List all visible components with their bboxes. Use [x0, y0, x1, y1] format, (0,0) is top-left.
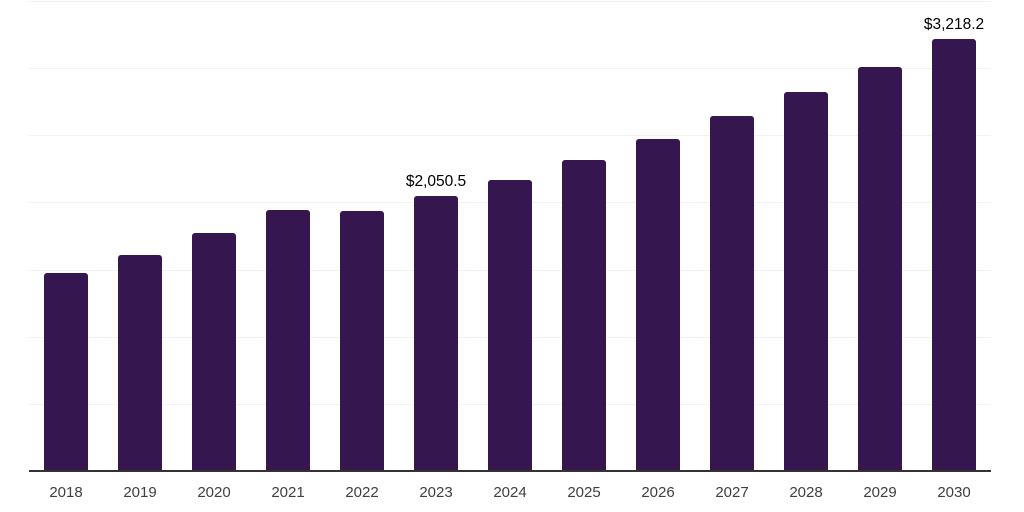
x-tick-2022: 2022: [345, 484, 379, 501]
bar-2025[interactable]: [562, 159, 606, 470]
bar-2029[interactable]: [858, 67, 902, 470]
x-tick-2025: 2025: [567, 484, 601, 501]
x-tick-2027: 2027: [715, 484, 749, 501]
x-tick-2029: 2029: [863, 484, 897, 501]
x-tick-2028: 2028: [789, 484, 823, 501]
bar-2030[interactable]: [932, 38, 976, 470]
x-tick-2021: 2021: [271, 484, 305, 501]
bar-2026[interactable]: [636, 139, 680, 470]
bar-2023[interactable]: [414, 195, 458, 470]
x-tick-2030: 2030: [937, 484, 971, 501]
gridline-3500: [29, 1, 991, 2]
bar-2027[interactable]: [710, 115, 754, 470]
x-tick-2024: 2024: [493, 484, 527, 501]
bar-2022[interactable]: [340, 210, 384, 470]
x-tick-2023: 2023: [419, 484, 453, 501]
gridline-3000: [29, 68, 991, 70]
data-label-2030: $3,218.2: [923, 15, 985, 33]
x-axis-line: [29, 470, 991, 472]
x-tick-2018: 2018: [49, 484, 83, 501]
data-label-2023: $2,050.5: [405, 172, 467, 190]
x-tick-2020: 2020: [197, 484, 231, 501]
bar-2018[interactable]: [44, 272, 88, 470]
bar-2020[interactable]: [192, 232, 236, 470]
bar-2021[interactable]: [266, 209, 310, 470]
bar-2024[interactable]: [488, 179, 532, 470]
x-tick-2019: 2019: [123, 484, 157, 501]
bar-2019[interactable]: [118, 255, 162, 470]
x-tick-2026: 2026: [641, 484, 675, 501]
bar-2028[interactable]: [784, 92, 828, 470]
gridline-2500: [29, 135, 991, 137]
